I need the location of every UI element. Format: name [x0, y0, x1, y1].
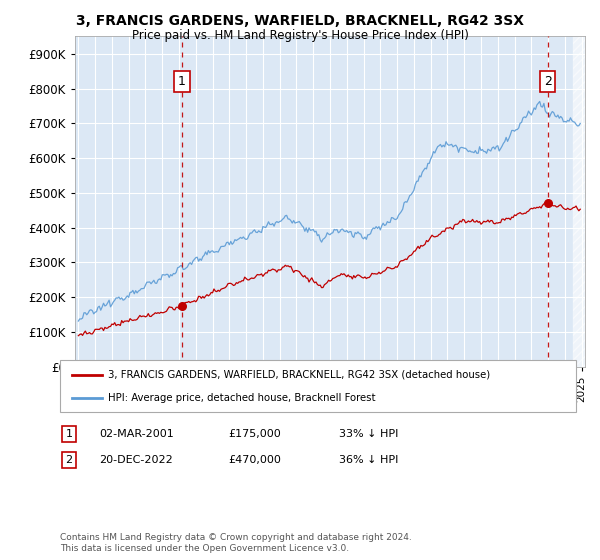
- Text: 2: 2: [65, 455, 73, 465]
- Text: 3, FRANCIS GARDENS, WARFIELD, BRACKNELL, RG42 3SX (detached house): 3, FRANCIS GARDENS, WARFIELD, BRACKNELL,…: [108, 370, 490, 380]
- Text: 36% ↓ HPI: 36% ↓ HPI: [339, 455, 398, 465]
- Bar: [573, 36, 590, 367]
- Text: Contains HM Land Registry data © Crown copyright and database right 2024.
This d: Contains HM Land Registry data © Crown c…: [60, 533, 412, 553]
- Text: 1: 1: [178, 75, 186, 88]
- Point: [177, 301, 187, 310]
- Text: 2: 2: [544, 75, 551, 88]
- Text: HPI: Average price, detached house, Bracknell Forest: HPI: Average price, detached house, Brac…: [108, 393, 376, 403]
- Text: £175,000: £175,000: [228, 429, 281, 439]
- Text: £470,000: £470,000: [228, 455, 281, 465]
- Text: 3, FRANCIS GARDENS, WARFIELD, BRACKNELL, RG42 3SX: 3, FRANCIS GARDENS, WARFIELD, BRACKNELL,…: [76, 14, 524, 28]
- Text: 20-DEC-2022: 20-DEC-2022: [99, 455, 173, 465]
- Text: 33% ↓ HPI: 33% ↓ HPI: [339, 429, 398, 439]
- Text: Price paid vs. HM Land Registry's House Price Index (HPI): Price paid vs. HM Land Registry's House …: [131, 29, 469, 42]
- Text: 02-MAR-2001: 02-MAR-2001: [99, 429, 174, 439]
- Text: 1: 1: [65, 429, 73, 439]
- Point: [543, 199, 553, 208]
